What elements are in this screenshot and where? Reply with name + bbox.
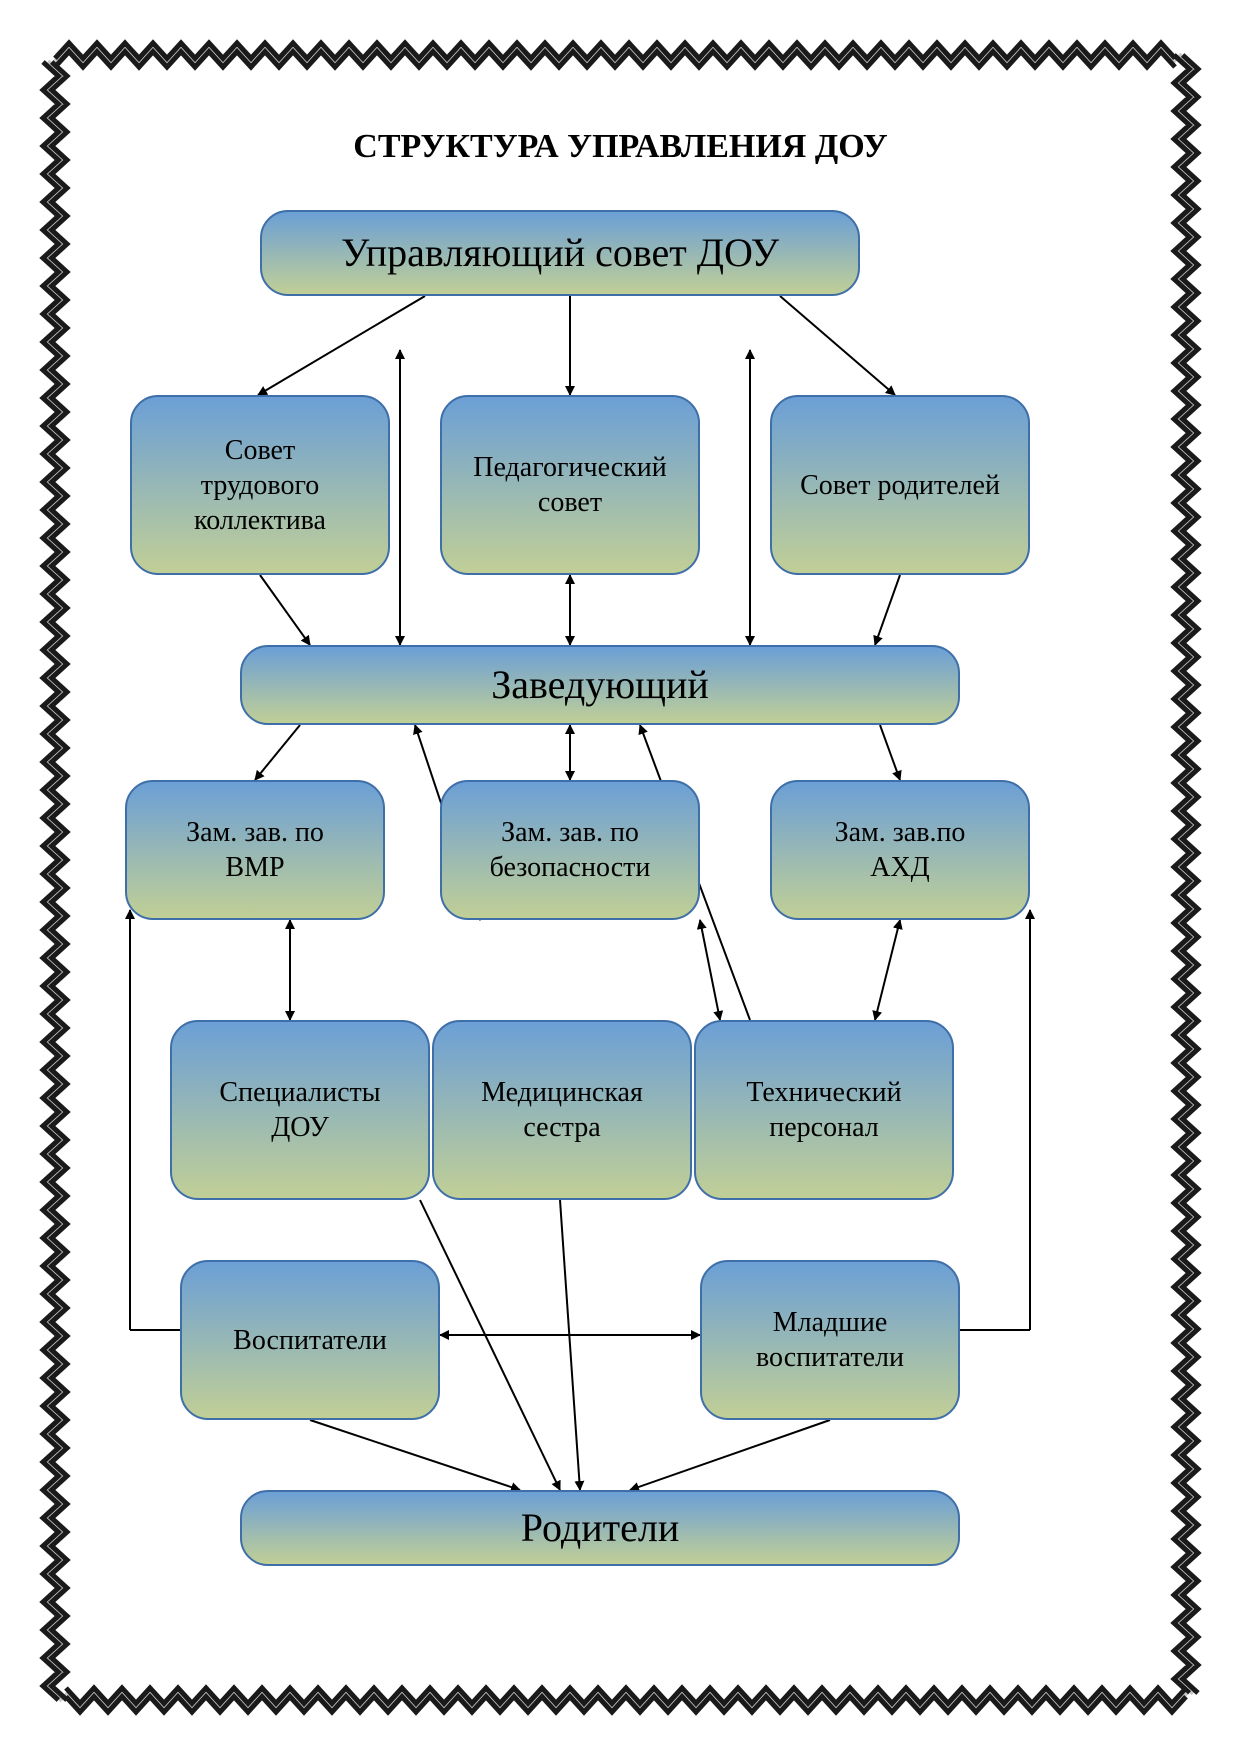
node-n6: Зам. зав. по ВМР (125, 780, 385, 920)
node-label: Технический персонал (746, 1075, 901, 1145)
node-label: Зам. зав. по безопасности (490, 815, 651, 885)
node-n7: Зам. зав. по безопасности (440, 780, 700, 920)
node-label: Управляющий совет ДОУ (341, 228, 779, 278)
node-label: Совет трудового коллектива (194, 433, 326, 538)
node-label: Зам. зав.по АХД (835, 815, 966, 885)
node-n10: Медицинская сестра (432, 1020, 692, 1200)
node-label: Родители (521, 1503, 679, 1553)
node-n12: Воспитатели (180, 1260, 440, 1420)
page-title: СТРУКТУРА УПРАВЛЕНИЯ ДОУ (0, 128, 1241, 166)
node-label: Медицинская сестра (481, 1075, 643, 1145)
node-label: Зам. зав. по ВМР (186, 815, 324, 885)
node-n11: Технический персонал (694, 1020, 954, 1200)
node-n13: Младшие воспитатели (700, 1260, 960, 1420)
node-label: Совет родителей (800, 468, 1000, 503)
node-n4: Совет родителей (770, 395, 1030, 575)
node-label: Педагогический совет (473, 450, 666, 520)
node-n3: Педагогический совет (440, 395, 700, 575)
page-root: СТРУКТУРА УПРАВЛЕНИЯ ДОУ Управляющий сов… (0, 0, 1241, 1755)
node-n14: Родители (240, 1490, 960, 1566)
node-label: Специалисты ДОУ (219, 1075, 380, 1145)
node-label: Воспитатели (233, 1323, 387, 1358)
node-n2: Совет трудового коллектива (130, 395, 390, 575)
node-label: Заведующий (491, 660, 709, 710)
node-label: Младшие воспитатели (756, 1305, 904, 1375)
node-n8: Зам. зав.по АХД (770, 780, 1030, 920)
node-n1: Управляющий совет ДОУ (260, 210, 860, 296)
node-n5: Заведующий (240, 645, 960, 725)
node-n9: Специалисты ДОУ (170, 1020, 430, 1200)
